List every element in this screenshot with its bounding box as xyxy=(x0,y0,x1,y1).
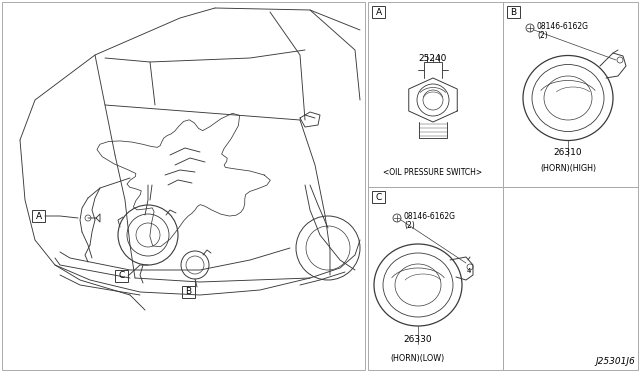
Text: 25240: 25240 xyxy=(419,54,447,62)
Text: C: C xyxy=(376,192,381,202)
Text: J25301J6: J25301J6 xyxy=(595,357,635,366)
Bar xyxy=(368,187,503,370)
Text: (2): (2) xyxy=(404,221,415,230)
Text: (2): (2) xyxy=(537,31,548,39)
Bar xyxy=(507,6,520,18)
Text: 4: 4 xyxy=(467,268,471,274)
Text: 26330: 26330 xyxy=(404,336,432,344)
Bar xyxy=(503,2,638,187)
Text: A: A xyxy=(376,7,381,16)
Bar xyxy=(503,187,638,370)
Text: B: B xyxy=(186,288,191,296)
Bar xyxy=(32,210,45,222)
Bar xyxy=(182,286,195,298)
Text: A: A xyxy=(35,212,42,221)
Text: B: B xyxy=(511,7,516,16)
Bar xyxy=(115,270,128,282)
Text: C: C xyxy=(118,272,125,280)
Text: (HORN)(LOW): (HORN)(LOW) xyxy=(391,353,445,362)
Text: 26310: 26310 xyxy=(554,148,582,157)
Bar xyxy=(372,6,385,18)
Text: (HORN)(HIGH): (HORN)(HIGH) xyxy=(540,164,596,173)
Bar xyxy=(372,191,385,203)
Bar xyxy=(2,2,365,370)
Text: 08146-6162G: 08146-6162G xyxy=(404,212,456,221)
Text: <OIL PRESSURE SWITCH>: <OIL PRESSURE SWITCH> xyxy=(383,167,483,176)
Bar xyxy=(368,2,503,187)
Text: 08146-6162G: 08146-6162G xyxy=(537,22,589,31)
